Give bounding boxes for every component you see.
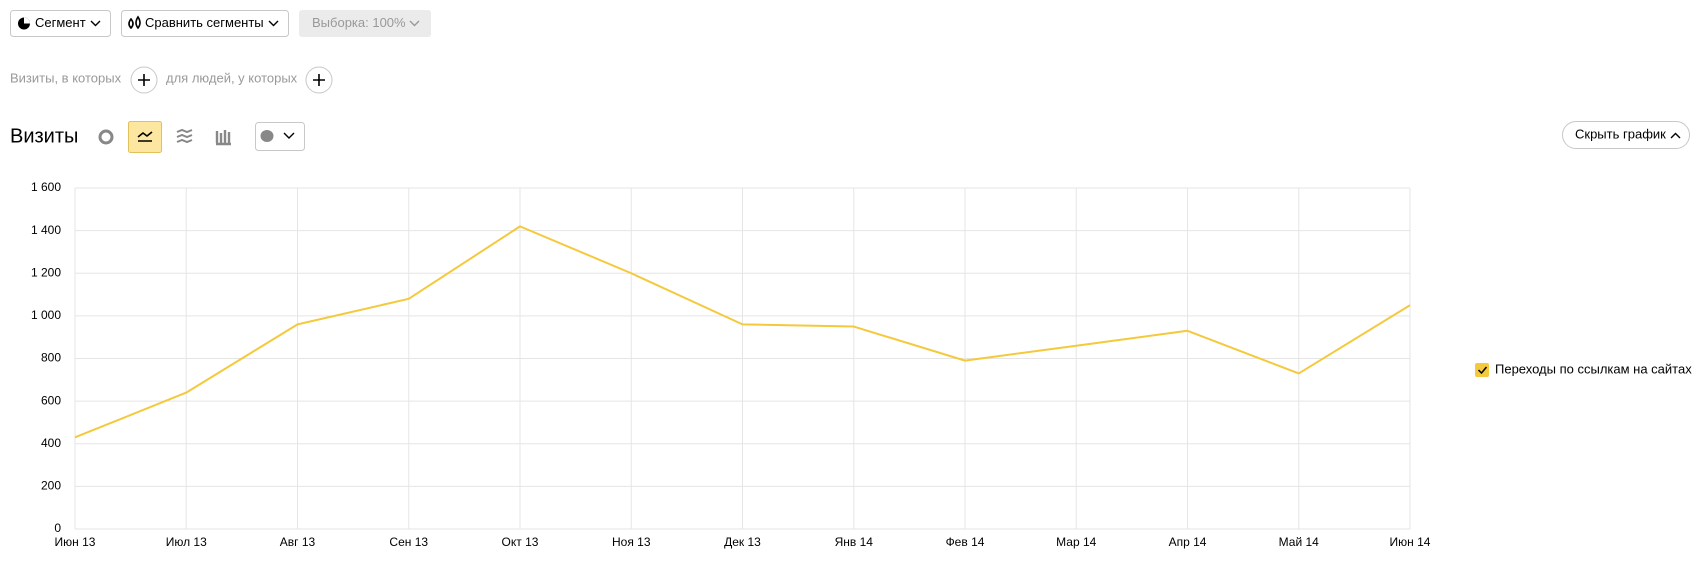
x-tick-label: Окт 13	[502, 535, 539, 549]
chart: 0 200 400 600 800 1 000 1 200 1 400 1 600 Июн 13 И…	[31, 180, 1692, 549]
sample-button[interactable]: Выборка: 100%	[299, 10, 431, 37]
x-tick-label: Ноя 13	[612, 535, 651, 549]
y-tick-label: 1 000	[31, 308, 61, 322]
segment-button[interactable]: Сегмент	[10, 10, 111, 37]
x-tick-label: Фев 14	[946, 535, 985, 549]
legend-label: Переходы по ссылкам на сайтах	[1495, 361, 1692, 376]
y-tick-label: 1 200	[31, 265, 61, 279]
filter-people-label: для людей, у которых	[166, 70, 298, 85]
y-tick-label: 1 600	[31, 180, 61, 194]
x-tick-label: Апр 14	[1169, 535, 1207, 549]
y-tick-label: 200	[41, 479, 61, 493]
x-tick-label: Июн 14	[1390, 535, 1431, 549]
y-tick-label: 400	[41, 436, 61, 450]
line-series	[74, 225, 1411, 439]
x-tick-label: Июл 13	[166, 535, 207, 549]
x-tick-label: Мар 14	[1056, 535, 1096, 549]
add-people-filter[interactable]	[305, 66, 333, 94]
x-tick-label: Дек 13	[724, 535, 761, 549]
y-tick-label: 0	[54, 521, 61, 535]
x-tick-label: Июн 13	[55, 535, 96, 549]
add-visit-filter[interactable]	[130, 66, 158, 94]
legend-check	[1477, 366, 1488, 375]
chart-type-line[interactable]	[128, 121, 162, 153]
compare-button[interactable]: Сравнить сегменты	[121, 10, 289, 37]
chart-type-pie[interactable]	[98, 129, 114, 145]
y-tick-label: 1 400	[31, 223, 61, 237]
report-title: Визиты	[10, 125, 78, 147]
hide-chart-button[interactable]: Скрыть график	[1562, 121, 1690, 149]
legend-checkbox	[1475, 363, 1489, 377]
x-tick-label: Май 14	[1279, 535, 1320, 549]
hide-chart-label: Скрыть график	[1575, 126, 1666, 141]
annotations-dropdown[interactable]	[255, 122, 305, 151]
filter-visits-label: Визиты, в которых	[10, 70, 122, 85]
chart-type-area[interactable]	[176, 128, 193, 144]
segment-label: Сегмент	[35, 15, 86, 30]
legend-item[interactable]: Переходы по ссылкам на сайтах	[1475, 361, 1692, 377]
y-tick-label: 800	[41, 351, 61, 365]
sample-label: Выборка: 100%	[312, 15, 406, 30]
x-tick-label: Янв 14	[835, 535, 874, 549]
x-tick-label: Сен 13	[389, 535, 428, 549]
compare-label: Сравнить сегменты	[145, 15, 264, 30]
x-tick-label: Авг 13	[280, 535, 316, 549]
y-tick-label: 600	[41, 393, 61, 407]
chart-type-bars[interactable]	[215, 130, 231, 146]
